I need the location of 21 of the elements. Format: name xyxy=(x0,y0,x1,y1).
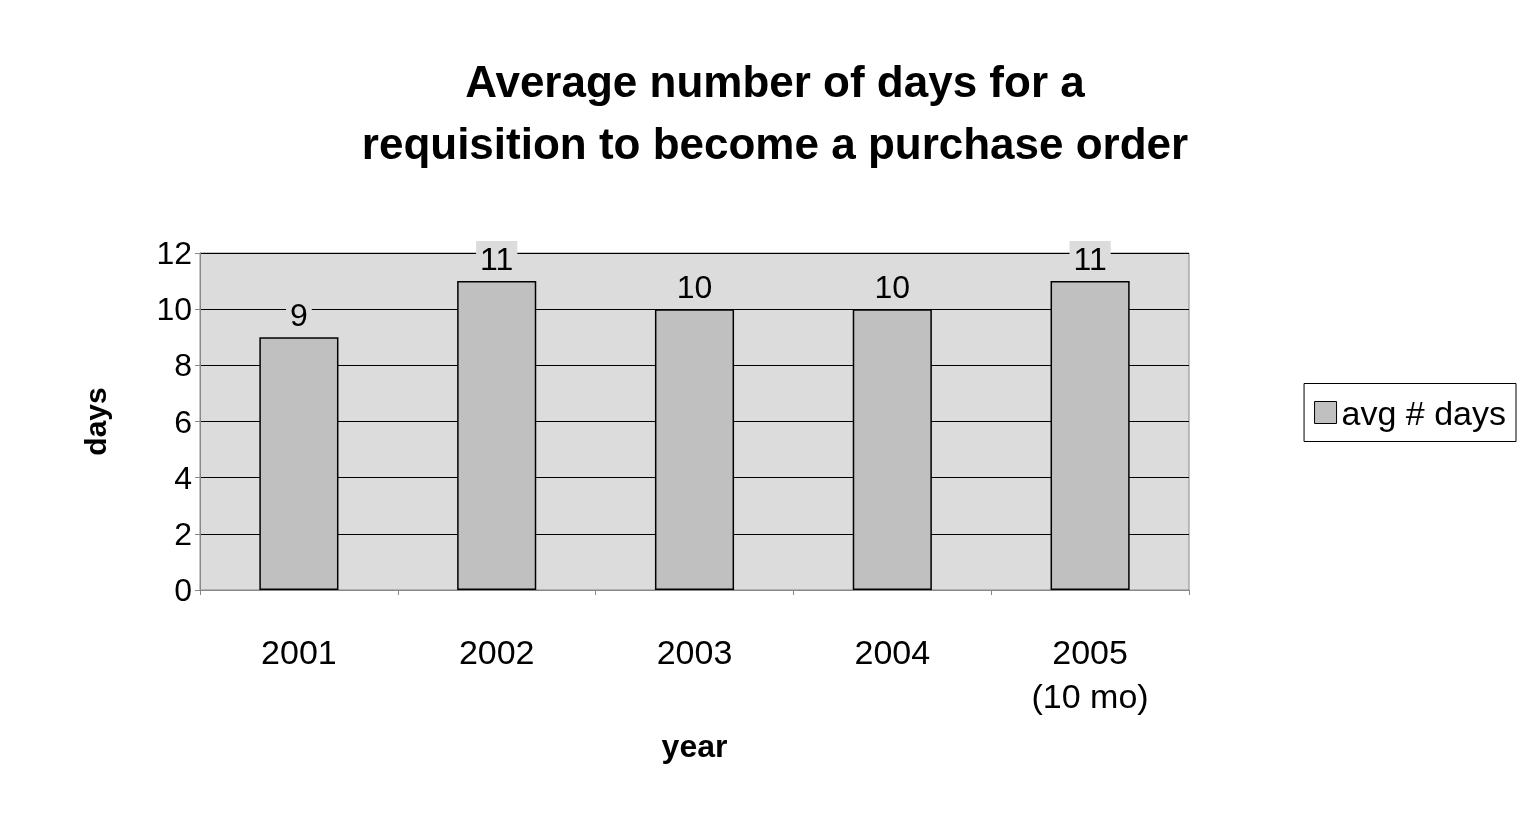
y-tick-label: 12 xyxy=(156,235,192,271)
y-tick-label: 6 xyxy=(174,403,192,440)
y-tick-label: 0 xyxy=(174,572,192,608)
data-label: 9 xyxy=(290,297,308,334)
data-label: 11 xyxy=(480,241,514,278)
x-tick-label: 2005 (10 mo) xyxy=(1031,633,1149,715)
y-tick-label: 4 xyxy=(174,459,192,496)
data-label: 10 xyxy=(874,269,911,306)
data-label: 11 xyxy=(1073,241,1107,278)
x-axis-title: year xyxy=(661,728,728,764)
chart-title: Average number of days for a requisition to become a purchase order xyxy=(361,56,1189,168)
x-tick-label: 2001 xyxy=(261,633,337,671)
x-tick-label: 2002 xyxy=(458,633,535,671)
x-tick-label: 2003 xyxy=(656,633,733,671)
y-tick-label: 10 xyxy=(156,291,192,328)
legend-label: avg # days xyxy=(1341,393,1507,432)
data-label: 10 xyxy=(676,269,713,306)
y-tick-label: 2 xyxy=(174,515,192,552)
y-axis-title: days xyxy=(78,387,112,456)
y-tick-label: 8 xyxy=(174,347,192,384)
x-tick-label: 2004 xyxy=(854,633,931,671)
